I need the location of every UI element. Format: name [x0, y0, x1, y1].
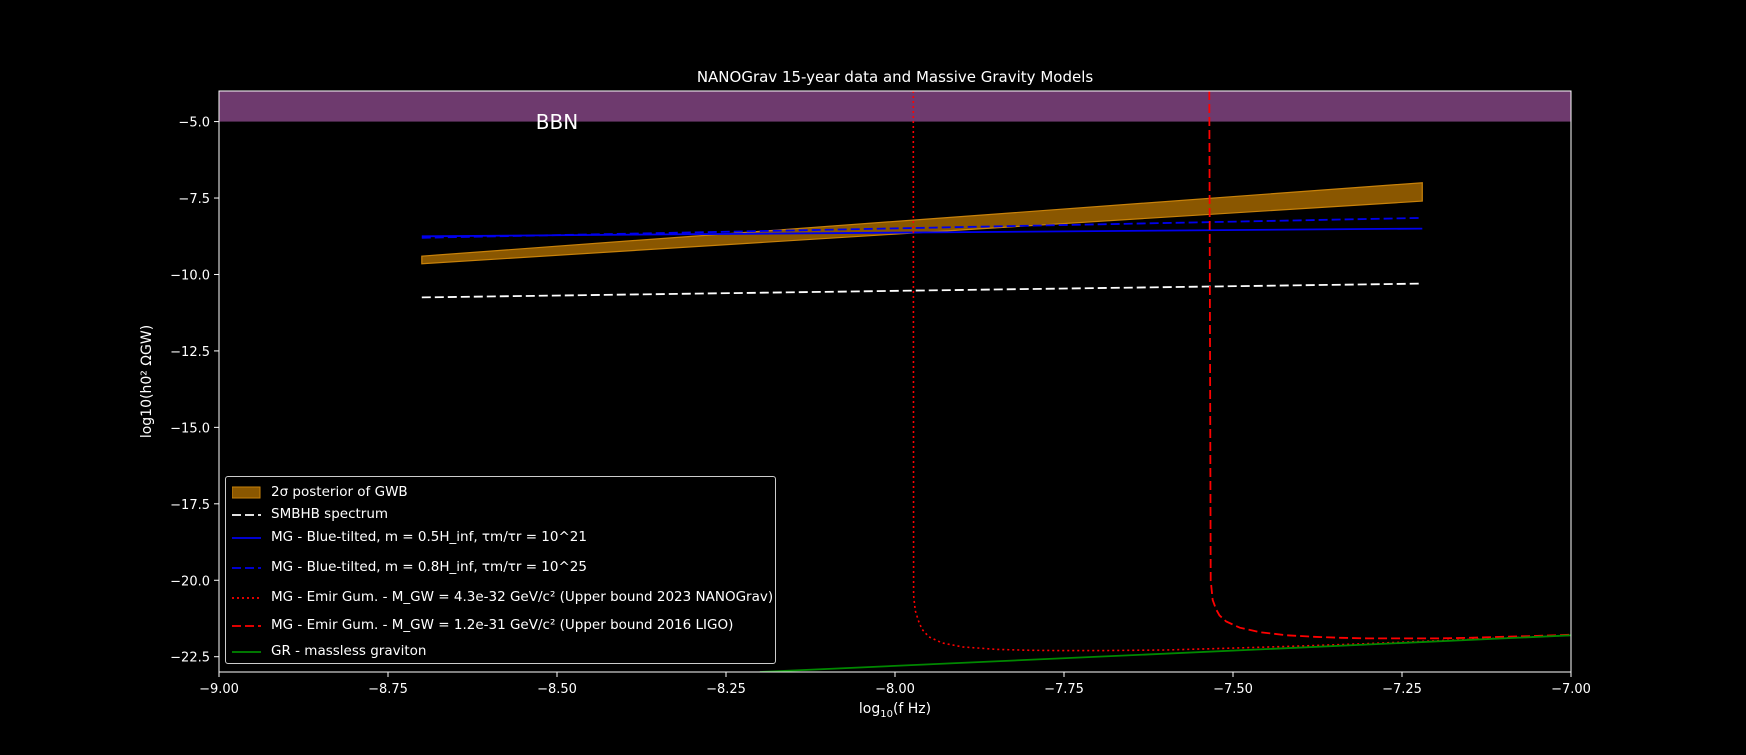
legend-item: MG - Emir Gum. - M_GW = 1.2e-31 GeV/c² (… [226, 616, 775, 638]
y-tick-label: −15.0 [170, 421, 210, 436]
legend-swatch [232, 486, 261, 499]
series-line-5 [1208, 91, 1571, 640]
legend-item: SMBHB spectrum [226, 505, 775, 527]
bbn-label: BBN [536, 110, 578, 134]
y-tick-label: −5.0 [178, 116, 210, 131]
x-tick-label: −8.75 [368, 682, 408, 697]
legend-label: MG - Emir Gum. - M_GW = 1.2e-31 GeV/c² (… [271, 617, 734, 633]
legend-label: MG - Blue-tilted, m = 0.5H_inf, τm/τr = … [271, 529, 587, 545]
legend-swatch [232, 651, 261, 653]
x-axis-label: log10(f Hz) [859, 701, 931, 720]
bbn-region [219, 91, 1571, 122]
y-tick-label: −17.5 [170, 498, 210, 513]
x-tick-label: −7.50 [1213, 682, 1253, 697]
legend-label: 2σ posterior of GWB [271, 484, 408, 500]
legend-swatch [232, 597, 261, 599]
legend-item: MG - Blue-tilted, m = 0.8H_inf, τm/τr = … [226, 558, 775, 580]
x-tick-label: −7.75 [1044, 682, 1084, 697]
y-tick-label: −20.0 [170, 574, 210, 589]
x-tick-label: −8.00 [875, 682, 915, 697]
y-axis-label: log10(h0² ΩGW) [139, 325, 155, 438]
legend-label: GR - massless graviton [271, 643, 427, 659]
series-line-3 [421, 217, 1423, 239]
x-tick-label: −8.50 [537, 682, 577, 697]
series-line-6 [759, 634, 1571, 672]
gwb-posterior-band [421, 182, 1423, 265]
series-line-2 [421, 227, 1423, 238]
legend-item: MG - Blue-tilted, m = 0.5H_inf, τm/τr = … [226, 528, 775, 550]
legend: 2σ posterior of GWB SMBHB spectrum MG - Bl… [225, 476, 776, 664]
legend-label: MG - Blue-tilted, m = 0.8H_inf, τm/τr = … [271, 559, 587, 575]
legend-swatch [232, 514, 261, 516]
series-line-4 [912, 91, 1571, 652]
y-tick-label: −22.5 [170, 651, 210, 666]
x-tick-label: −8.25 [706, 682, 746, 697]
series-line-1 [421, 282, 1423, 299]
legend-item: 2σ posterior of GWB [226, 483, 775, 505]
legend-label: MG - Emir Gum. - M_GW = 4.3e-32 GeV/c² (… [271, 589, 774, 605]
legend-item: GR - massless graviton [226, 642, 775, 664]
legend-item: MG - Emir Gum. - M_GW = 4.3e-32 GeV/c² (… [226, 588, 775, 610]
x-tick-label: −7.25 [1382, 682, 1422, 697]
chart-title: NANOGrav 15-year data and Massive Gravit… [697, 68, 1094, 86]
legend-label: SMBHB spectrum [271, 506, 389, 522]
y-tick-label: −12.5 [170, 345, 210, 360]
x-tick-label: −9.00 [199, 682, 239, 697]
legend-swatch [232, 567, 261, 569]
y-tick-label: −7.5 [178, 192, 210, 207]
y-tick-label: −10.0 [170, 268, 210, 283]
x-tick-label: −7.00 [1551, 682, 1591, 697]
legend-swatch [232, 625, 261, 627]
legend-swatch [232, 537, 261, 539]
